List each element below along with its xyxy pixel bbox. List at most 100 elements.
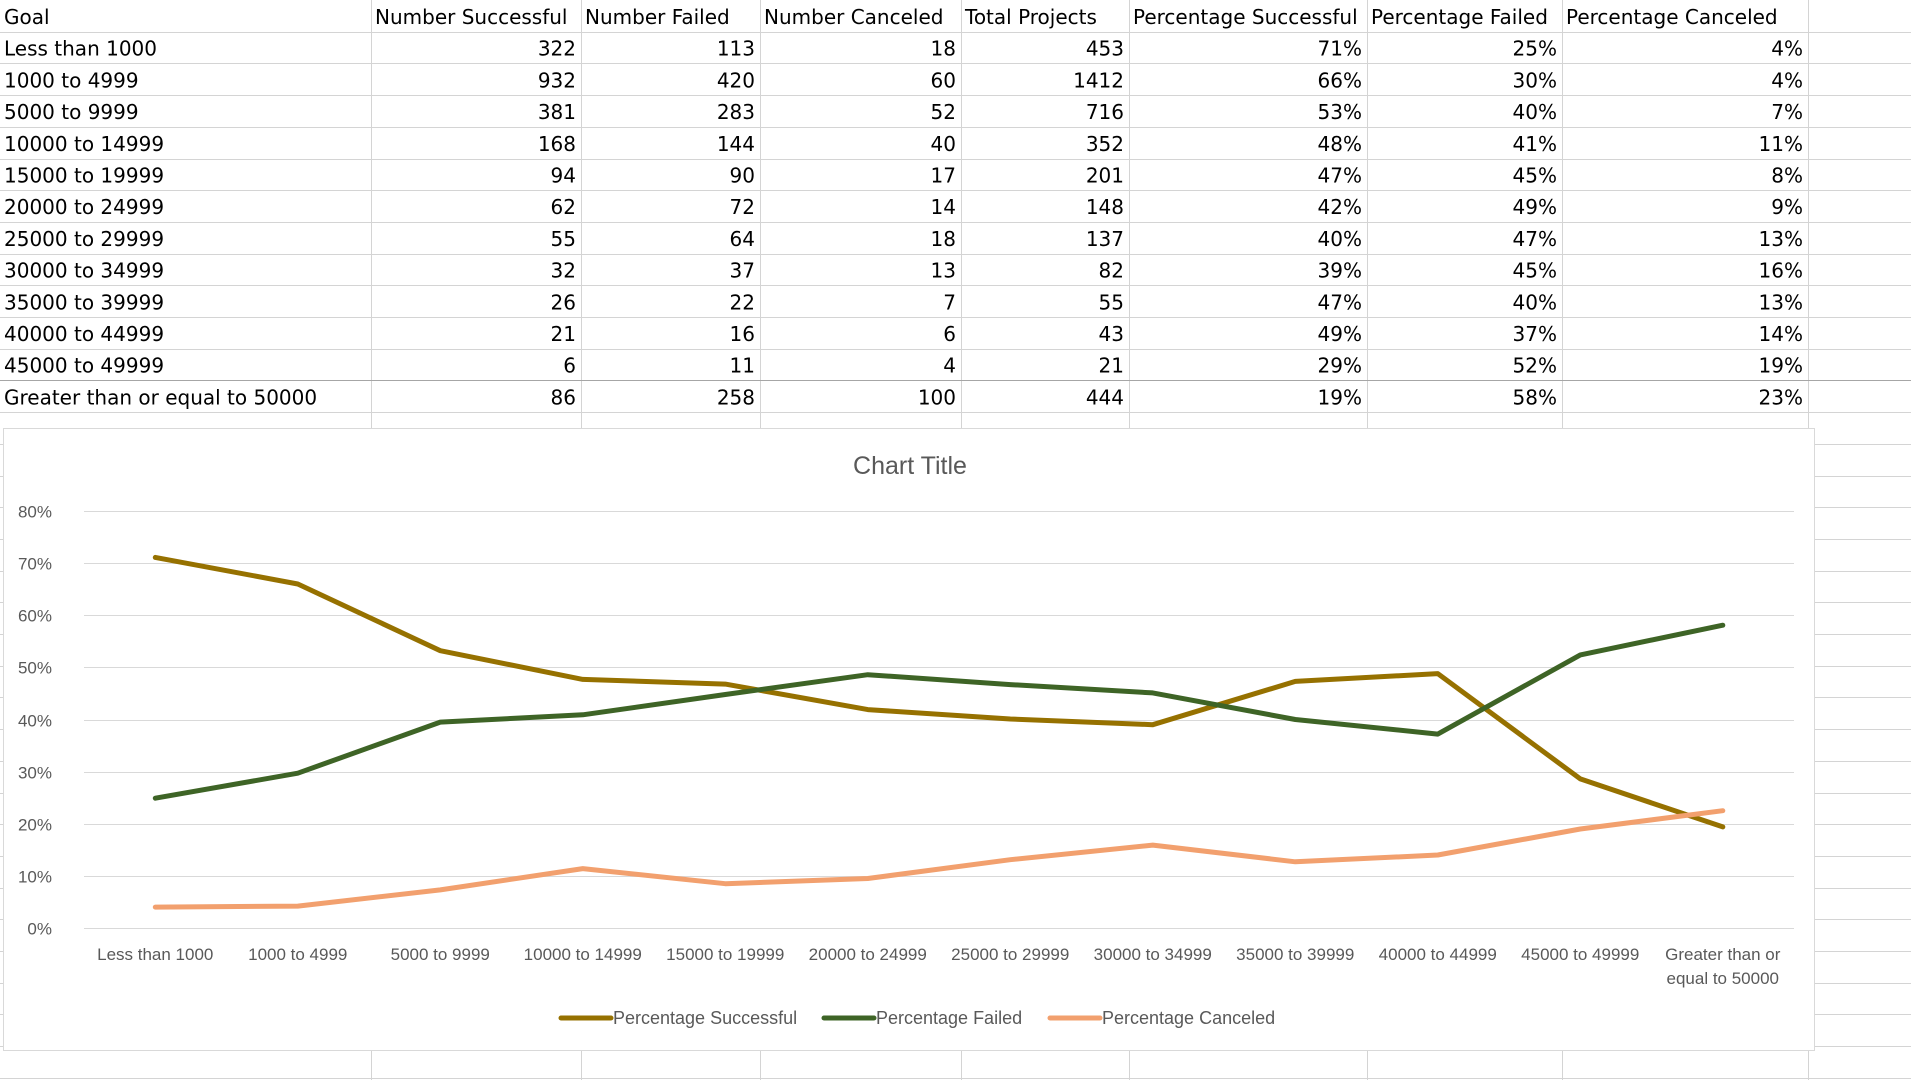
table-cell[interactable]: 100 [918,385,956,409]
table-cell[interactable]: 49% [1513,195,1557,219]
legend-label[interactable]: Percentage Canceled [1102,1008,1275,1028]
table-cell[interactable]: 41% [1513,132,1557,156]
table-cell[interactable]: 52 [931,100,956,124]
table-cell[interactable]: 352 [1086,132,1124,156]
table-cell[interactable]: 29% [1318,354,1362,378]
table-cell[interactable]: 13% [1759,290,1803,314]
table-cell[interactable]: 71% [1318,37,1362,61]
column-header[interactable]: Number Successful [375,5,567,29]
row-label-cell[interactable]: 10000 to 14999 [4,132,164,156]
table-cell[interactable]: 37% [1513,322,1557,346]
table-cell[interactable]: 168 [538,132,576,156]
table-cell[interactable]: 25% [1513,37,1557,61]
column-header[interactable]: Percentage Successful [1133,5,1358,29]
row-label-cell[interactable]: Less than 1000 [4,37,157,61]
table-cell[interactable]: 13% [1759,227,1803,251]
table-cell[interactable]: 18 [931,227,956,251]
table-cell[interactable]: 55 [1099,290,1124,314]
table-cell[interactable]: 47% [1318,290,1362,314]
table-cell[interactable]: 9% [1771,195,1803,219]
series-line-2[interactable] [152,808,1726,910]
row-label-cell[interactable]: 45000 to 49999 [4,354,164,378]
table-cell[interactable]: 23% [1759,385,1803,409]
table-cell[interactable]: 40% [1513,100,1557,124]
table-cell[interactable]: 453 [1086,37,1124,61]
table-cell[interactable]: 58% [1513,385,1557,409]
row-label-cell[interactable]: 5000 to 9999 [4,100,139,124]
table-cell[interactable]: 381 [538,100,576,124]
table-cell[interactable]: 53% [1318,100,1362,124]
table-cell[interactable]: 52% [1513,354,1557,378]
table-cell[interactable]: 201 [1086,164,1124,188]
row-label-cell[interactable]: 20000 to 24999 [4,195,164,219]
table-cell[interactable]: 19% [1759,354,1803,378]
table-cell[interactable]: 64 [730,227,755,251]
table-cell[interactable]: 37 [730,259,755,283]
table-cell[interactable]: 11% [1759,132,1803,156]
column-header[interactable]: Number Canceled [764,5,943,29]
table-cell[interactable]: 17 [931,164,956,188]
column-header[interactable]: Percentage Failed [1371,5,1548,29]
table-cell[interactable]: 86 [551,385,576,409]
table-cell[interactable]: 420 [717,68,755,92]
row-label-cell[interactable]: Greater than or equal to 50000 [4,385,317,409]
table-cell[interactable]: 45% [1513,259,1557,283]
table-cell[interactable]: 39% [1318,259,1362,283]
legend-label[interactable]: Percentage Successful [613,1008,797,1028]
table-cell[interactable]: 21 [1099,354,1124,378]
table-cell[interactable]: 8% [1771,164,1803,188]
table-cell[interactable]: 258 [717,385,755,409]
column-header[interactable]: Percentage Canceled [1566,5,1778,29]
table-cell[interactable]: 40 [931,132,956,156]
table-cell[interactable]: 14 [931,195,956,219]
table-cell[interactable]: 43 [1099,322,1124,346]
column-header[interactable]: Total Projects [964,5,1097,29]
table-cell[interactable]: 47% [1513,227,1557,251]
column-header[interactable]: Number Failed [585,5,730,29]
table-cell[interactable]: 144 [717,132,755,156]
table-cell[interactable]: 32 [551,259,576,283]
table-cell[interactable]: 26 [551,290,576,314]
series-line-1[interactable] [152,622,1726,801]
table-cell[interactable]: 16% [1759,259,1803,283]
table-cell[interactable]: 49% [1318,322,1362,346]
table-cell[interactable]: 4% [1771,37,1803,61]
table-cell[interactable]: 42% [1318,195,1362,219]
table-cell[interactable]: 94 [551,164,576,188]
table-cell[interactable]: 6 [943,322,956,346]
row-label-cell[interactable]: 40000 to 44999 [4,322,164,346]
table-cell[interactable]: 66% [1318,68,1362,92]
table-cell[interactable]: 6 [563,354,576,378]
row-label-cell[interactable]: 35000 to 39999 [4,290,164,314]
table-cell[interactable]: 82 [1099,259,1124,283]
table-cell[interactable]: 16 [730,322,755,346]
table-cell[interactable]: 47% [1318,164,1362,188]
table-cell[interactable]: 7 [943,290,956,314]
table-cell[interactable]: 11 [730,354,755,378]
table-cell[interactable]: 14% [1759,322,1803,346]
table-cell[interactable]: 7% [1771,100,1803,124]
table-cell[interactable]: 48% [1318,132,1362,156]
row-label-cell[interactable]: 30000 to 34999 [4,259,164,283]
table-cell[interactable]: 932 [538,68,576,92]
table-cell[interactable]: 21 [551,322,576,346]
table-cell[interactable]: 72 [730,195,755,219]
table-cell[interactable]: 40% [1318,227,1362,251]
table-cell[interactable]: 18 [931,37,956,61]
table-cell[interactable]: 30% [1513,68,1557,92]
table-cell[interactable]: 60 [931,68,956,92]
line-chart[interactable]: Chart Title 0% 10% 20% 30% 40% 50% 60% 70% 80% Les… [3,428,1815,1051]
table-cell[interactable]: 137 [1086,227,1124,251]
table-cell[interactable]: 45% [1513,164,1557,188]
table-cell[interactable]: 1412 [1073,68,1124,92]
table-cell[interactable]: 90 [730,164,755,188]
table-cell[interactable]: 444 [1086,385,1124,409]
table-cell[interactable]: 40% [1513,290,1557,314]
column-header[interactable]: Goal [4,5,50,29]
row-label-cell[interactable]: 25000 to 29999 [4,227,164,251]
table-cell[interactable]: 716 [1086,100,1124,124]
legend-label[interactable]: Percentage Failed [876,1008,1022,1028]
row-label-cell[interactable]: 1000 to 4999 [4,68,139,92]
table-cell[interactable]: 148 [1086,195,1124,219]
table-cell[interactable]: 283 [717,100,755,124]
